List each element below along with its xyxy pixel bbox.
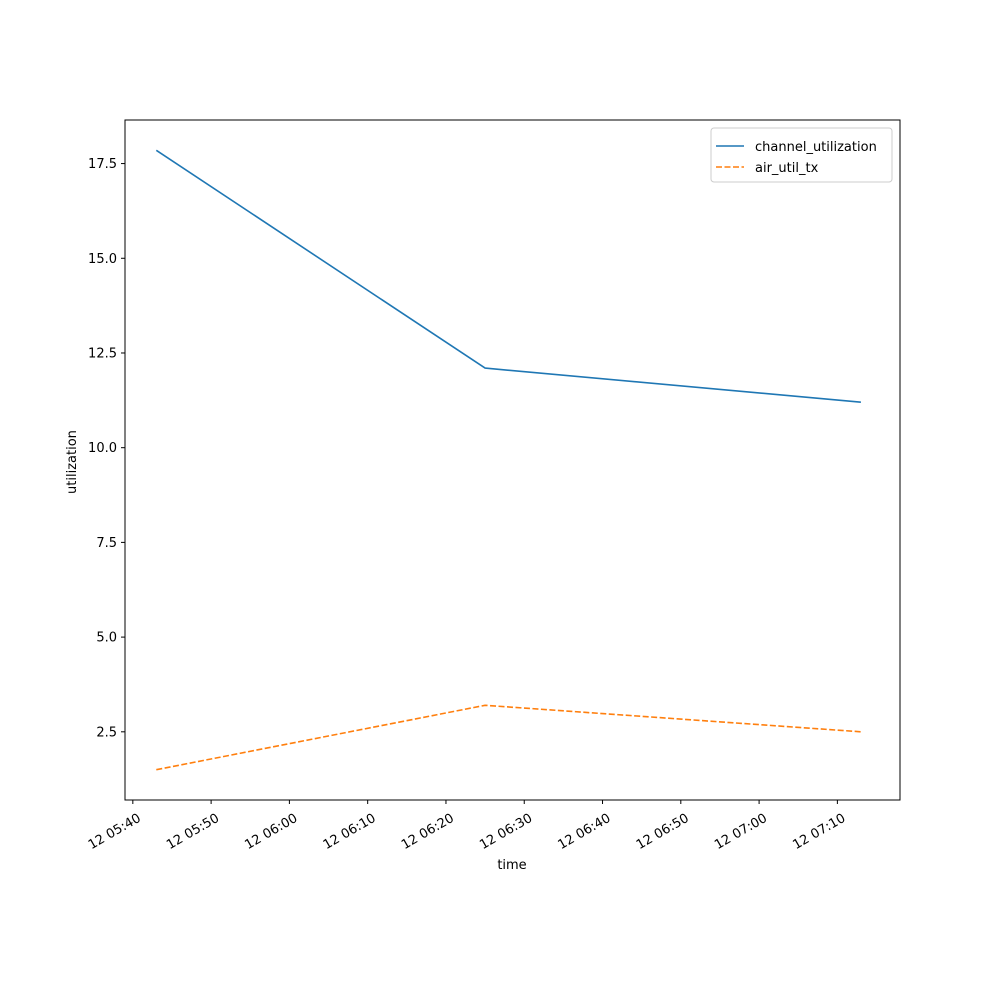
y-tick-label: 12.5 <box>88 346 117 361</box>
legend: channel_utilization air_util_tx <box>710 127 893 183</box>
series-line-channel-utilization <box>155 149 861 403</box>
y-tick-label: 2.5 <box>96 725 117 740</box>
y-axis-label: utilization <box>65 430 80 494</box>
x-tick-label: 12 07:10 <box>790 811 848 853</box>
x-axis-ticks: 12 05:40 12 05:50 12 06:00 12 06:10 12 06:20… <box>86 800 848 853</box>
x-tick-label: 12 07:00 <box>712 811 770 853</box>
x-tick-label: 12 06:40 <box>556 811 614 853</box>
plot-background <box>125 120 900 800</box>
y-axis-ticks: 2.5 5.0 7.5 10.0 12.5 15.0 17.5 <box>88 157 125 740</box>
legend-label-channel-utilization: channel_utilization <box>755 140 877 155</box>
x-tick-label: 12 05:40 <box>86 811 144 853</box>
x-tick-label: 12 05:50 <box>164 811 222 853</box>
legend-label-air-util-tx: air_util_tx <box>755 161 819 176</box>
x-tick-label: 12 06:00 <box>242 811 300 853</box>
x-tick-label: 12 06:20 <box>399 811 457 853</box>
x-tick-label: 12 06:30 <box>477 811 535 853</box>
x-tick-label: 12 06:50 <box>634 811 692 853</box>
y-tick-label: 10.0 <box>88 441 117 456</box>
y-tick-label: 5.0 <box>96 631 117 646</box>
x-axis-label: time <box>497 858 526 873</box>
legend-box <box>710 127 893 183</box>
y-tick-label: 15.0 <box>88 252 117 267</box>
y-tick-label: 17.5 <box>88 157 117 172</box>
x-tick-label: 12 06:10 <box>321 811 379 853</box>
y-tick-label: 7.5 <box>96 536 117 551</box>
plot-frame <box>124 119 901 801</box>
series-layer <box>155 149 861 771</box>
